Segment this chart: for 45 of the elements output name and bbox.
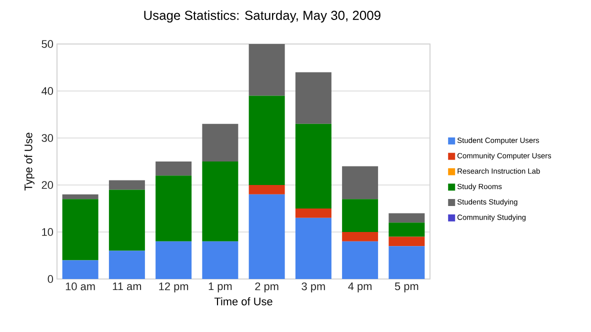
- x-tick-label: 12 pm: [159, 282, 188, 292]
- bar: [342, 232, 378, 242]
- bar: [388, 236, 425, 246]
- bar: [342, 199, 378, 232]
- y-tick-label: 0: [48, 275, 54, 283]
- bar: [108, 180, 145, 190]
- y-tick-label: 40: [42, 87, 54, 95]
- bar: [295, 72, 332, 124]
- bar: [62, 199, 98, 260]
- bar: [248, 185, 285, 194]
- bar: [248, 194, 285, 279]
- x-axis-title: Time of Use: [214, 297, 272, 306]
- y-tick-label: 10: [42, 228, 54, 236]
- bar: [295, 124, 332, 208]
- y-tick-label: 50: [42, 40, 54, 48]
- bar: [388, 222, 425, 237]
- bar: [156, 176, 192, 242]
- bar: [62, 260, 98, 279]
- y-tick-label: 30: [42, 134, 54, 142]
- x-tick-label: 4 pm: [348, 282, 372, 292]
- bar: [156, 162, 192, 176]
- bar: [388, 246, 425, 279]
- x-tick-label: 5 pm: [394, 282, 418, 292]
- bar: [295, 218, 332, 279]
- bar: [248, 44, 285, 96]
- chart-title: Usage Statistics: Saturday, May 30, 2009: [144, 10, 380, 22]
- bar: [62, 194, 98, 200]
- y-tick-label: 20: [42, 181, 54, 189]
- y-axis-title: Type of Use: [24, 132, 34, 190]
- bar: [108, 190, 145, 251]
- bar: [156, 241, 192, 279]
- x-tick-label: 2 pm: [255, 282, 278, 292]
- bar: [202, 162, 238, 242]
- bar: [342, 241, 378, 279]
- bar: [295, 208, 332, 218]
- bar: [248, 96, 285, 185]
- x-tick-label: 10 am: [66, 282, 95, 290]
- bar: [202, 124, 238, 162]
- x-tick-label: 3 pm: [302, 282, 325, 292]
- bar: [108, 250, 145, 279]
- bar: [342, 166, 378, 200]
- bar: [202, 241, 238, 279]
- x-tick-label: 1 pm: [208, 282, 232, 292]
- bar: [388, 213, 425, 223]
- x-tick-label: 11 am: [112, 282, 142, 290]
